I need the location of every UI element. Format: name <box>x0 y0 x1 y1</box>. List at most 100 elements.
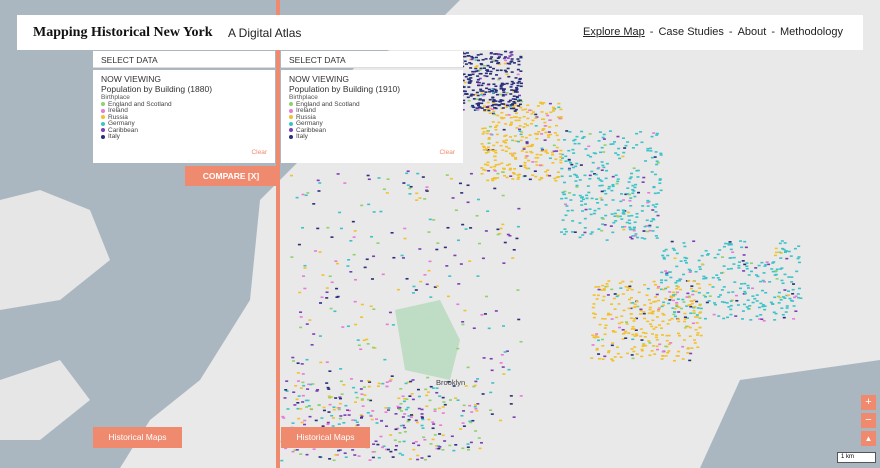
map-dot <box>377 177 381 179</box>
map-dot <box>352 236 356 238</box>
clear-button[interactable]: Clear <box>251 149 267 156</box>
map-dot <box>722 317 726 320</box>
map-dot <box>610 344 614 347</box>
map-dot <box>431 421 435 423</box>
site-title[interactable]: Mapping Historical New York <box>33 25 213 40</box>
map-dot <box>496 62 500 65</box>
map-dot <box>344 456 348 459</box>
map-dot <box>505 350 509 352</box>
map-dot <box>497 78 501 81</box>
map-dot <box>647 340 651 342</box>
map-dot <box>689 352 693 355</box>
map-dot <box>600 169 604 172</box>
map-dot <box>339 380 343 383</box>
map-dot <box>602 288 606 290</box>
map-dot <box>720 289 724 291</box>
map-dot <box>683 256 687 259</box>
map-dot <box>676 298 680 300</box>
map-dot <box>456 347 460 350</box>
map-dot <box>410 392 414 395</box>
map-dot <box>494 91 498 93</box>
map-dot <box>513 135 517 137</box>
map-dot <box>414 419 418 422</box>
map-dot <box>555 146 559 149</box>
map-dot <box>474 380 478 383</box>
map-dot <box>467 81 471 83</box>
map-dot <box>478 69 482 71</box>
nav-link[interactable]: Explore Map <box>583 26 645 38</box>
map-dot <box>493 187 497 190</box>
nav-link[interactable]: About <box>737 26 767 38</box>
map-dot <box>534 175 538 178</box>
map-dot <box>635 300 639 303</box>
map-dot <box>580 204 584 206</box>
map-dot <box>515 127 519 129</box>
map-dot <box>477 82 481 85</box>
map-dot <box>648 342 652 344</box>
map-dot <box>661 354 665 357</box>
nav-link[interactable]: Methodology <box>780 26 843 38</box>
map-dot <box>603 333 607 336</box>
map-dot <box>737 264 741 267</box>
map-dot <box>404 408 408 411</box>
map-dot <box>646 199 650 202</box>
map-dot <box>689 300 693 302</box>
map-dot <box>496 233 500 236</box>
map-dot <box>655 203 659 205</box>
map-dot <box>728 241 732 243</box>
map-dot <box>494 103 498 106</box>
compare-button[interactable]: COMPARE [X] <box>185 166 277 186</box>
map-dot <box>435 387 439 389</box>
zoom-out[interactable]: − <box>861 413 876 428</box>
map-dot <box>493 159 497 162</box>
map-dot <box>485 108 489 111</box>
clear-button[interactable]: Clear <box>439 149 455 156</box>
legend-item: Germany <box>289 120 463 127</box>
map-dot <box>317 190 321 192</box>
map-dot <box>468 82 472 84</box>
map-dot <box>683 312 687 315</box>
map-dot <box>605 162 609 165</box>
map-dot <box>360 393 364 396</box>
map-dot <box>673 307 677 310</box>
nav-link[interactable]: Case Studies <box>658 26 724 38</box>
map-dot <box>772 261 776 263</box>
map-dot <box>467 99 471 102</box>
legend-label: Caribbean <box>296 126 326 134</box>
map-dot <box>667 302 671 305</box>
map-dot <box>431 427 435 430</box>
reset-north[interactable]: ▲ <box>861 431 876 446</box>
map-dot <box>793 247 797 250</box>
select-data[interactable]: SELECT DATA <box>281 51 463 68</box>
map-dot <box>785 250 789 252</box>
map-dot <box>571 231 575 233</box>
map-dot <box>681 298 685 301</box>
map-dot <box>489 70 493 73</box>
map-dot <box>480 102 484 105</box>
zoom-in[interactable]: + <box>861 395 876 410</box>
map-dot <box>553 177 557 180</box>
map-dot <box>668 291 672 293</box>
map-dot <box>342 421 346 424</box>
select-data[interactable]: SELECT DATA <box>93 51 275 68</box>
historical-maps-button[interactable]: Historical Maps <box>93 427 182 448</box>
map-dot <box>339 227 343 230</box>
map-dot <box>495 141 499 144</box>
map-dot <box>321 274 325 276</box>
map-dot <box>325 361 329 364</box>
map-dot <box>394 444 398 447</box>
map-dot <box>510 80 514 83</box>
map-dot <box>691 290 695 292</box>
map-dot <box>433 408 437 410</box>
map-dot <box>415 192 419 195</box>
map-dot <box>658 179 662 181</box>
map-dot <box>541 148 545 151</box>
map-dot <box>511 103 515 105</box>
map-dot <box>655 338 659 341</box>
map-dot <box>301 226 305 229</box>
map-dot <box>772 311 776 314</box>
map-dot <box>516 82 520 84</box>
historical-maps-button[interactable]: Historical Maps <box>281 427 370 448</box>
field-name: Birthplace <box>101 94 130 101</box>
map-dot <box>483 149 487 151</box>
